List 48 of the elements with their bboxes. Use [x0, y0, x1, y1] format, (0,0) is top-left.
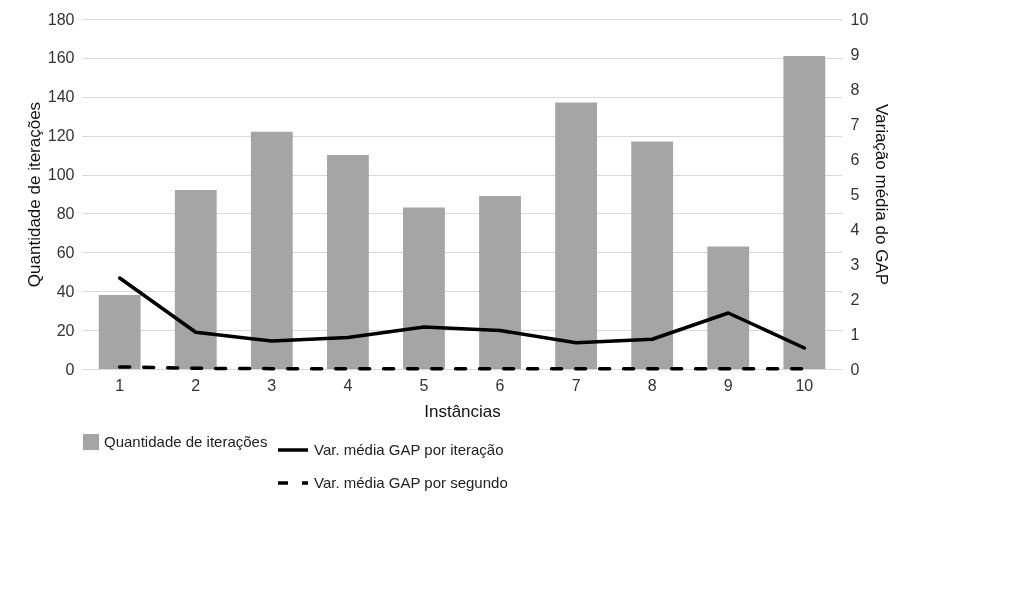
- y-tick-label: 40: [56, 282, 75, 300]
- bar: [403, 207, 445, 369]
- y2-tick-label: 8: [850, 80, 860, 98]
- x-tick-label: 2: [191, 376, 201, 394]
- y-tick-label: 20: [56, 321, 75, 339]
- bar: [707, 246, 750, 369]
- x-tick-label: 1: [115, 376, 125, 394]
- x-axis-title: Instâncias: [424, 401, 501, 421]
- legend-label: Var. média GAP por iteração: [314, 441, 504, 458]
- y2-tick-label: 9: [850, 45, 860, 63]
- y2-tick-label: 0: [850, 360, 860, 378]
- y2-tick-label: 5: [850, 185, 860, 203]
- x-tick-label: 6: [495, 376, 505, 394]
- y2-tick-label: 3: [850, 255, 860, 273]
- y2-tick-label: 6: [850, 150, 860, 168]
- y-tick-label: 180: [47, 10, 75, 28]
- x-tick-label: 9: [723, 376, 733, 394]
- bar: [783, 55, 826, 369]
- bar: [98, 295, 141, 369]
- bar: [174, 190, 217, 369]
- bar: [555, 102, 598, 369]
- line-series: [117, 276, 807, 350]
- bar: [326, 155, 369, 369]
- bar: [479, 195, 521, 369]
- y2-tick-label: 1: [850, 325, 860, 343]
- y2-axis-title: Variação média do GAP: [872, 103, 892, 286]
- y2-tick-label: 10: [850, 10, 869, 28]
- x-tick-label: 5: [419, 376, 429, 394]
- y-tick-label: 120: [47, 127, 75, 145]
- y-tick-label: 140: [47, 88, 75, 106]
- bar: [250, 131, 293, 369]
- x-tick-label: 10: [795, 376, 814, 394]
- bar: [631, 141, 674, 369]
- y-axis-title: Quantidade de iterações: [24, 101, 44, 288]
- y-tick-label: 80: [56, 204, 75, 222]
- y2-tick-label: 2: [850, 290, 860, 308]
- legend-label: Quantidade de iterações: [104, 433, 268, 450]
- x-tick-label: 7: [571, 376, 581, 394]
- legend-label: Var. média GAP por segundo: [314, 474, 508, 491]
- x-tick-label: 8: [647, 376, 657, 394]
- y-tick-label: 60: [56, 243, 75, 261]
- y2-tick-label: 4: [850, 220, 860, 238]
- y-tick-label: 160: [47, 49, 75, 67]
- x-tick-label: 4: [343, 376, 353, 394]
- y2-tick-label: 7: [850, 115, 860, 133]
- y-tick-label: 100: [47, 166, 75, 184]
- x-tick-label: 3: [267, 376, 277, 394]
- y-tick-label: 0: [65, 360, 75, 378]
